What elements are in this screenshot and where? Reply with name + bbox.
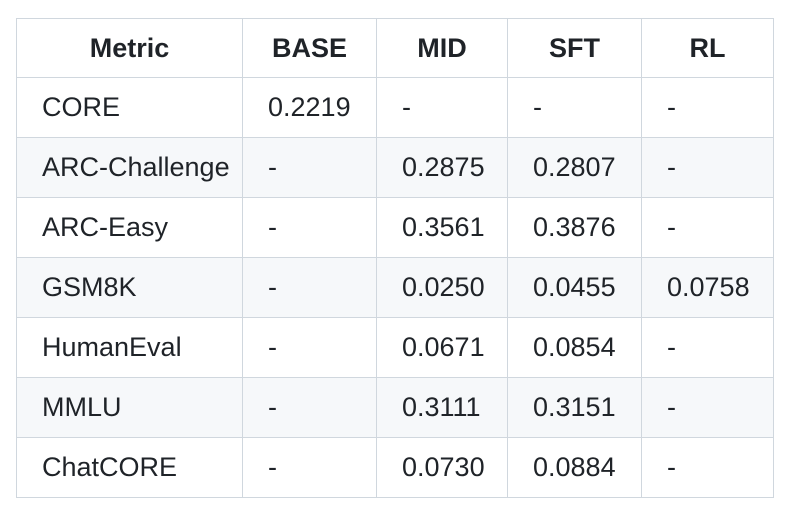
value-cell-mid: 0.3111 (376, 377, 508, 438)
value-cell-mid: 0.3561 (376, 197, 508, 258)
column-header-mid: MID (376, 18, 508, 78)
value-cell-mid: 0.0671 (376, 317, 508, 378)
value-cell-sft: - (507, 77, 642, 138)
metric-name-cell: ChatCORE (16, 437, 243, 498)
value-cell-base: - (242, 317, 377, 378)
metric-name-cell: GSM8K (16, 257, 243, 318)
value-cell-base: 0.2219 (242, 77, 377, 138)
value-cell-sft: 0.0884 (507, 437, 642, 498)
value-cell-mid: 0.0730 (376, 437, 508, 498)
value-cell-sft: 0.3876 (507, 197, 642, 258)
value-cell-sft: 0.2807 (507, 137, 642, 198)
metric-name-cell: MMLU (16, 377, 243, 438)
value-cell-sft: 0.3151 (507, 377, 642, 438)
metrics-table-container: Metric BASE MID SFT RL CORE 0.2219 - - -… (16, 18, 774, 498)
metrics-table: Metric BASE MID SFT RL CORE 0.2219 - - -… (16, 18, 774, 498)
value-cell-rl: - (641, 317, 774, 378)
value-cell-rl: - (641, 437, 774, 498)
column-header-base: BASE (242, 18, 377, 78)
value-cell-mid: - (376, 77, 508, 138)
value-cell-rl: 0.0758 (641, 257, 774, 318)
metric-name-cell: HumanEval (16, 317, 243, 378)
value-cell-base: - (242, 197, 377, 258)
value-cell-base: - (242, 377, 377, 438)
value-cell-sft: 0.0854 (507, 317, 642, 378)
table-row-arc-easy: ARC-Easy - 0.3561 0.3876 - (16, 197, 774, 258)
value-cell-base: - (242, 137, 377, 198)
value-cell-rl: - (641, 137, 774, 198)
value-cell-mid: 0.0250 (376, 257, 508, 318)
value-cell-mid: 0.2875 (376, 137, 508, 198)
value-cell-sft: 0.0455 (507, 257, 642, 318)
table-row-gsm8k: GSM8K - 0.0250 0.0455 0.0758 (16, 257, 774, 318)
value-cell-base: - (242, 437, 377, 498)
value-cell-rl: - (641, 197, 774, 258)
metric-name-cell: ARC-Easy (16, 197, 243, 258)
table-row-mmlu: MMLU - 0.3111 0.3151 - (16, 377, 774, 438)
table-row-chatcore: ChatCORE - 0.0730 0.0884 - (16, 437, 774, 498)
value-cell-rl: - (641, 377, 774, 438)
value-cell-base: - (242, 257, 377, 318)
value-cell-rl: - (641, 77, 774, 138)
metric-name-cell: CORE (16, 77, 243, 138)
header-row: Metric BASE MID SFT RL (16, 18, 774, 78)
column-header-rl: RL (641, 18, 774, 78)
metric-name-cell: ARC-Challenge (16, 137, 243, 198)
table-row-core: CORE 0.2219 - - - (16, 77, 774, 138)
column-header-sft: SFT (507, 18, 642, 78)
table-row-humaneval: HumanEval - 0.0671 0.0854 - (16, 317, 774, 378)
table-row-arc-challenge: ARC-Challenge - 0.2875 0.2807 - (16, 137, 774, 198)
column-header-metric: Metric (16, 18, 243, 78)
